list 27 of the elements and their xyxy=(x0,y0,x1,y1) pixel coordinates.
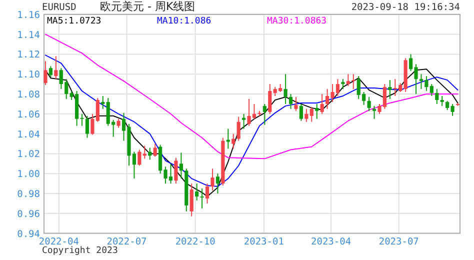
text: EURUSD xyxy=(42,2,77,13)
text: Copyright 2023 xyxy=(42,246,118,256)
x-tick-label: 2022-10 xyxy=(175,236,216,248)
text: 2023-09-18 19:16:34 xyxy=(351,2,460,13)
x-tick-label: 2022-04 xyxy=(38,236,80,248)
y-tick-label: 1.12 xyxy=(17,50,40,61)
y-tick-label: 1.02 xyxy=(17,149,40,160)
y-tick-label: 1.14 xyxy=(17,30,40,41)
y-tick-label: 1.00 xyxy=(17,169,40,180)
x-tick-label: 2023-07 xyxy=(378,236,419,248)
y-tick-label: 1.16 xyxy=(17,10,40,21)
text: MA10:1.086 xyxy=(157,16,212,26)
x-tick-label: 2023-01 xyxy=(244,236,284,248)
y-tick-label: 1.10 xyxy=(17,70,40,81)
y-tick-label: 0.98 xyxy=(17,189,40,200)
y-tick-label: 1.06 xyxy=(17,109,40,120)
y-tick-label: 1.04 xyxy=(17,129,40,140)
text: MA5:1.0723 xyxy=(47,16,102,26)
chart-title: 欧元美元 - 周K线图 xyxy=(100,0,196,13)
text: MA30:1.0863 xyxy=(267,16,327,26)
x-tick-label: 2023-04 xyxy=(311,236,352,248)
y-tick-label: 1.08 xyxy=(17,90,40,100)
line-series xyxy=(44,34,458,160)
line-series xyxy=(44,68,458,197)
x-tick-label: 2022-07 xyxy=(106,236,147,248)
y-tick-label: 0.94 xyxy=(17,228,40,240)
y-tick-label: 0.96 xyxy=(17,208,40,220)
